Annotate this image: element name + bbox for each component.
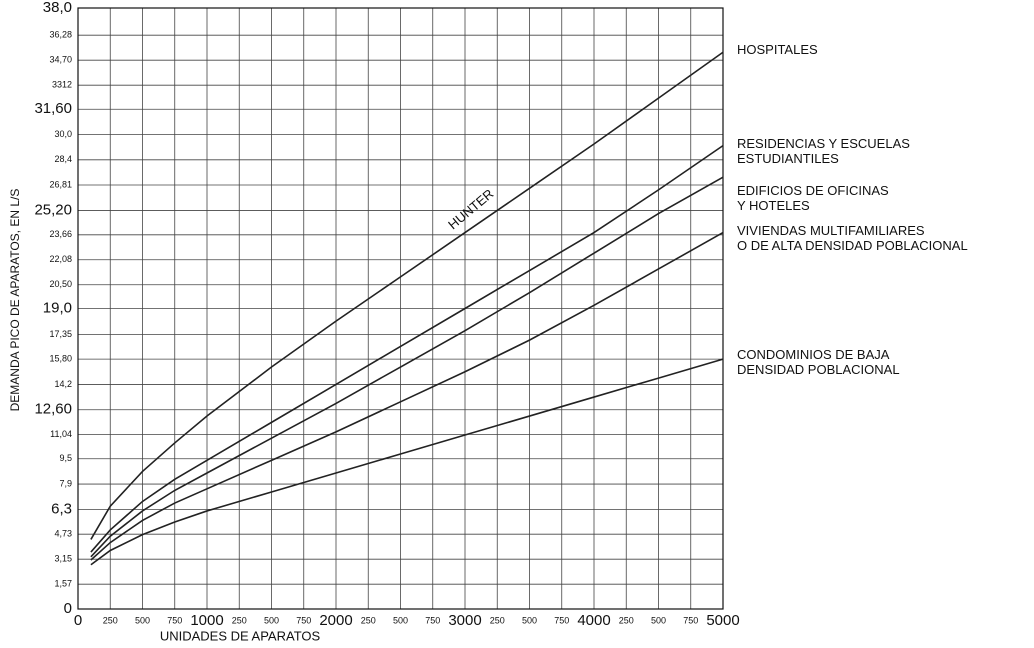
series-line bbox=[90, 358, 724, 566]
y-tick-label: 19,0 bbox=[43, 299, 72, 316]
y-tick-label: 14,2 bbox=[54, 379, 72, 389]
x-tick-label: 500 bbox=[522, 615, 537, 625]
annotation: HUNTER bbox=[445, 186, 496, 232]
x-tick-label: 250 bbox=[490, 615, 505, 625]
y-tick-label: 26,81 bbox=[49, 179, 72, 189]
y-tick-label: 22,08 bbox=[49, 254, 72, 264]
series-line bbox=[90, 144, 724, 553]
x-tick-label: 500 bbox=[651, 615, 666, 625]
series-line bbox=[90, 231, 724, 561]
legend-label: RESIDENCIAS Y ESCUELAS ESTUDIANTILES bbox=[737, 135, 910, 166]
x-tick-label: 750 bbox=[296, 615, 311, 625]
x-tick-label: 750 bbox=[425, 615, 440, 625]
plot-frame bbox=[77, 7, 724, 610]
x-tick-label: 500 bbox=[264, 615, 279, 625]
y-tick-label: 12,60 bbox=[34, 401, 72, 418]
y-tick-label: 28,4 bbox=[54, 154, 72, 164]
x-tick-label: 5000 bbox=[706, 612, 739, 629]
series-line bbox=[90, 176, 724, 558]
y-tick-label: 17,35 bbox=[49, 329, 72, 339]
y-tick-label: 11,04 bbox=[50, 429, 72, 439]
x-axis-label: UNIDADES DE APARATOS bbox=[160, 628, 321, 643]
x-tick-label: 4000 bbox=[577, 612, 610, 629]
legend-label: CONDOMINIOS DE BAJA DENSIDAD POBLACIONAL bbox=[737, 347, 900, 378]
x-tick-label: 3000 bbox=[448, 612, 481, 629]
y-tick-label: 7,9 bbox=[59, 478, 72, 488]
x-tick-label: 750 bbox=[554, 615, 569, 625]
y-tick-label: 38,0 bbox=[43, 0, 72, 16]
x-tick-label: 250 bbox=[619, 615, 634, 625]
y-tick-label: 31,60 bbox=[34, 100, 72, 117]
y-tick-label: 6,3 bbox=[51, 500, 72, 517]
x-tick-label: 0 bbox=[74, 612, 82, 629]
y-tick-label: 30,0 bbox=[54, 129, 72, 139]
y-tick-label: 4,73 bbox=[54, 529, 72, 539]
x-tick-label: 500 bbox=[393, 615, 408, 625]
x-tick-label: 750 bbox=[167, 615, 182, 625]
y-tick-label: 25,20 bbox=[34, 201, 72, 218]
x-tick-label: 500 bbox=[135, 615, 150, 625]
legend-label: EDIFICIOS DE OFICINAS Y HOTELES bbox=[737, 183, 889, 214]
y-tick-label: 15,80 bbox=[49, 353, 72, 363]
x-tick-label: 1000 bbox=[190, 612, 223, 629]
y-axis-label: DEMANDA PICO DE APARATOS, EN L/S bbox=[8, 189, 22, 412]
y-tick-label: 3312 bbox=[52, 80, 72, 90]
y-tick-label: 34,70 bbox=[49, 55, 72, 65]
y-tick-label: 36,28 bbox=[49, 30, 72, 40]
y-tick-label: 23,66 bbox=[49, 229, 72, 239]
y-tick-label: 0 bbox=[64, 600, 72, 617]
y-tick-label: 1,57 bbox=[54, 579, 72, 589]
x-tick-label: 750 bbox=[683, 615, 698, 625]
x-tick-label: 2000 bbox=[319, 612, 352, 629]
legend-label: VIVIENDAS MULTIFAMILIARES O DE ALTA DENS… bbox=[737, 222, 968, 253]
y-tick-label: 3,15 bbox=[54, 554, 72, 564]
y-tick-label: 9,5 bbox=[59, 453, 72, 463]
legend-label: HOSPITALES bbox=[737, 42, 818, 58]
x-tick-label: 250 bbox=[103, 615, 118, 625]
y-tick-label: 20,50 bbox=[49, 279, 72, 289]
x-tick-label: 250 bbox=[361, 615, 376, 625]
series-line bbox=[90, 51, 724, 540]
x-tick-label: 250 bbox=[232, 615, 247, 625]
